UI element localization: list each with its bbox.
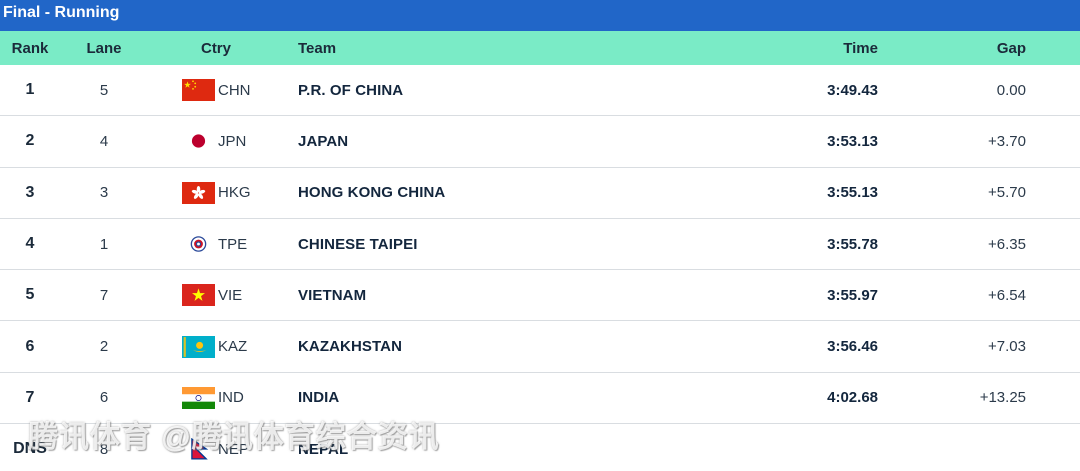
- gap-cell: +6.54: [988, 286, 1026, 304]
- time-cell: 3:55.78: [827, 235, 878, 253]
- country-code: IND: [218, 389, 244, 407]
- lane-cell: 3: [99, 184, 109, 202]
- gap-cell: +13.25: [979, 389, 1026, 407]
- country-cell: NEP: [182, 424, 282, 471]
- vietnam-flag-icon: [182, 284, 215, 307]
- rank-cell: 4: [25, 235, 35, 253]
- team-cell[interactable]: JAPAN: [298, 132, 349, 150]
- country-code: TPE: [218, 235, 248, 253]
- country-cell: KAZ: [182, 321, 282, 371]
- table-row[interactable]: 5 7 VIE VIETNAM 3:55.97 +6.54: [0, 270, 1080, 322]
- rank-cell: 5: [25, 286, 35, 304]
- time-cell: 3:55.13: [827, 184, 878, 202]
- kazakhstan-flag-icon: [182, 335, 215, 358]
- country-cell: HKG: [182, 168, 282, 218]
- country-code: VIE: [218, 286, 243, 304]
- rank-cell: 7: [25, 388, 35, 406]
- hong-kong-flag-icon: [182, 181, 215, 204]
- team-cell[interactable]: NEPAL: [298, 440, 349, 458]
- lane-cell: 2: [99, 338, 109, 356]
- nepal-flag-icon: [182, 438, 215, 461]
- country-cell: TPE: [182, 219, 282, 269]
- rank-cell: 6: [25, 337, 35, 355]
- team-cell[interactable]: P.R. OF CHINA: [298, 81, 404, 99]
- lane-cell: 7: [99, 286, 109, 304]
- country-code: NEP: [218, 440, 249, 458]
- rank-cell: 2: [25, 132, 35, 150]
- header-ctry[interactable]: Ctry: [200, 39, 231, 57]
- table-row[interactable]: 6 2 KAZ KAZAKHSTAN 3:56.46 +7.03: [0, 321, 1080, 373]
- gap-cell: +3.70: [988, 132, 1026, 150]
- team-cell[interactable]: HONG KONG CHINA: [298, 184, 446, 202]
- header-gap[interactable]: Gap: [996, 39, 1026, 57]
- time-cell: 4:02.68: [827, 389, 878, 407]
- results-table-body: 1 5 CHN P.R. OF CHINA 3:49.43 0.00 2 4 J…: [0, 65, 1080, 471]
- lane-cell: 1: [99, 235, 109, 253]
- time-cell: 3:53.13: [827, 132, 878, 150]
- country-cell: IND: [182, 373, 282, 423]
- chinese-taipei-flag-icon: [182, 233, 215, 256]
- lane-cell: 5: [99, 81, 109, 99]
- table-row[interactable]: 7 6 IND INDIA 4:02.68 +13.25: [0, 372, 1080, 425]
- time-cell: 3:56.46: [827, 338, 878, 356]
- china-flag-icon: [182, 79, 215, 102]
- team-cell[interactable]: KAZAKHSTAN: [298, 338, 403, 356]
- team-cell[interactable]: INDIA: [298, 389, 340, 407]
- country-cell: VIE: [182, 270, 282, 320]
- country-cell: JPN: [182, 116, 282, 166]
- time-cell: 3:49.43: [827, 81, 878, 99]
- lane-cell: 8: [99, 440, 109, 458]
- rank-cell: 1: [25, 81, 35, 99]
- header-rank[interactable]: Rank: [11, 39, 49, 57]
- team-cell[interactable]: VIETNAM: [298, 286, 367, 304]
- time-cell: 3:55.97: [827, 286, 878, 304]
- gap-cell: 0.00: [996, 81, 1026, 99]
- page-title: Final - Running: [0, 0, 1080, 31]
- india-flag-icon: [182, 386, 215, 409]
- header-lane[interactable]: Lane: [86, 39, 122, 57]
- country-code: CHN: [218, 81, 251, 99]
- lane-cell: 6: [99, 389, 109, 407]
- header-team[interactable]: Team: [298, 39, 337, 57]
- time-cell: [760, 424, 878, 471]
- country-code: KAZ: [218, 338, 248, 356]
- country-code: HKG: [218, 184, 251, 202]
- table-row[interactable]: DNS 8 NEP NEPAL: [0, 424, 1080, 471]
- lane-cell: 4: [99, 132, 109, 150]
- table-row[interactable]: 4 1 TPE CHINESE TAIPEI 3:55.78 +6.35: [0, 218, 1080, 271]
- gap-cell: +5.70: [988, 184, 1026, 202]
- rank-cell: 3: [25, 183, 35, 201]
- country-cell: CHN: [182, 65, 282, 115]
- table-row[interactable]: 2 4 JPN JAPAN 3:53.13 +3.70: [0, 116, 1080, 168]
- japan-flag-icon: [182, 130, 215, 153]
- rank-cell: DNS: [13, 440, 47, 458]
- table-header: Rank Lane Ctry Team Time Gap: [0, 31, 1080, 65]
- team-cell[interactable]: CHINESE TAIPEI: [298, 235, 418, 253]
- gap-cell: +7.03: [988, 338, 1026, 356]
- table-row[interactable]: 3 3 HKG HONG KONG CHINA 3:55.13 +5.70: [0, 167, 1080, 219]
- header-time[interactable]: Time: [843, 39, 878, 57]
- gap-cell: [900, 424, 1026, 471]
- country-code: JPN: [218, 132, 247, 150]
- table-row[interactable]: 1 5 CHN P.R. OF CHINA 3:49.43 0.00: [0, 65, 1080, 117]
- watermark: 腾讯体育 @腾讯体育综合资讯: [28, 421, 440, 454]
- gap-cell: +6.35: [988, 235, 1026, 253]
